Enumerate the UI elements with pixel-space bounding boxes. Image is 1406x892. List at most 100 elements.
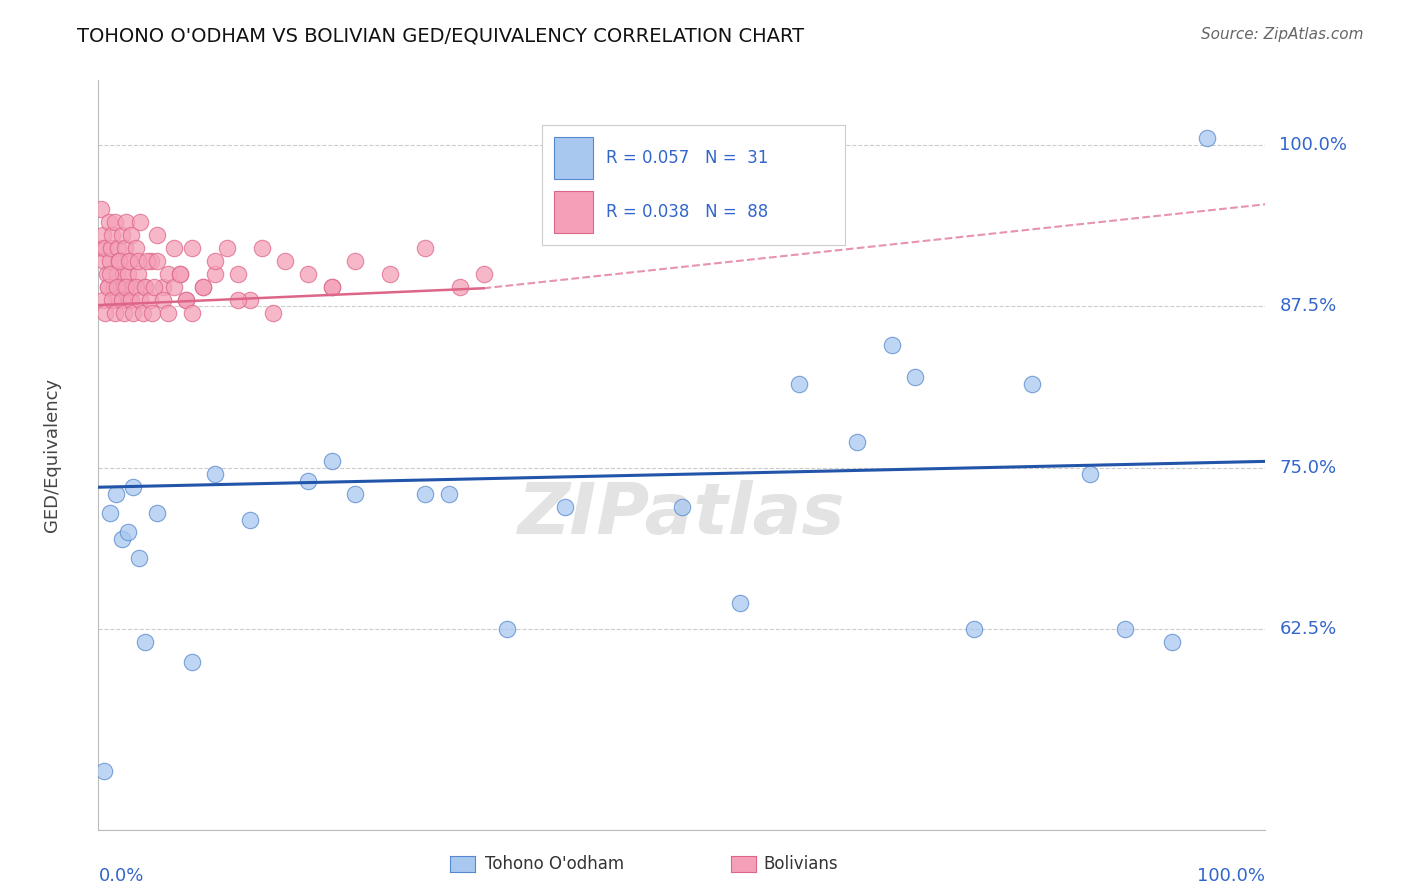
Point bbox=[174, 293, 197, 307]
Point bbox=[97, 280, 120, 294]
Point bbox=[105, 267, 128, 281]
Point bbox=[228, 293, 250, 307]
Point bbox=[105, 280, 128, 294]
Point bbox=[129, 293, 152, 307]
Point bbox=[163, 241, 186, 255]
Text: Source: ZipAtlas.com: Source: ZipAtlas.com bbox=[1201, 27, 1364, 42]
Point bbox=[413, 241, 436, 255]
Point bbox=[1021, 376, 1043, 391]
Text: TOHONO O'ODHAM VS BOLIVIAN GED/EQUIVALENCY CORRELATION CHART: TOHONO O'ODHAM VS BOLIVIAN GED/EQUIVALEN… bbox=[77, 27, 804, 45]
Point bbox=[94, 241, 117, 255]
Point bbox=[114, 241, 136, 255]
Point bbox=[215, 241, 238, 255]
Point bbox=[180, 655, 202, 669]
Point bbox=[129, 215, 152, 229]
Point bbox=[228, 267, 250, 281]
Point bbox=[98, 506, 121, 520]
Point bbox=[97, 215, 120, 229]
Point bbox=[152, 280, 174, 294]
Point bbox=[118, 293, 141, 307]
Point bbox=[136, 254, 159, 268]
Point bbox=[118, 254, 141, 268]
Point bbox=[93, 254, 115, 268]
Point bbox=[139, 254, 162, 268]
Point bbox=[157, 267, 180, 281]
Point bbox=[125, 280, 148, 294]
Point bbox=[274, 254, 297, 268]
Point bbox=[169, 267, 191, 281]
Point bbox=[94, 306, 117, 320]
Point bbox=[97, 280, 120, 294]
Point bbox=[115, 280, 138, 294]
Point bbox=[880, 338, 903, 352]
Text: Bolivians: Bolivians bbox=[763, 855, 838, 873]
Point bbox=[112, 306, 135, 320]
Point bbox=[904, 370, 927, 384]
Point bbox=[117, 525, 139, 540]
Point bbox=[152, 293, 174, 307]
Point bbox=[180, 241, 202, 255]
Point bbox=[127, 267, 149, 281]
Point bbox=[127, 254, 149, 268]
Point bbox=[204, 467, 226, 482]
Point bbox=[250, 241, 273, 255]
Point bbox=[139, 293, 162, 307]
Point bbox=[262, 306, 284, 320]
Point bbox=[193, 280, 215, 294]
Point bbox=[96, 267, 118, 281]
Point bbox=[321, 454, 343, 468]
Point bbox=[239, 293, 262, 307]
Text: GED/Equivalency: GED/Equivalency bbox=[42, 378, 60, 532]
Point bbox=[101, 293, 124, 307]
Point bbox=[90, 241, 112, 255]
Point bbox=[104, 215, 127, 229]
Point bbox=[496, 623, 519, 637]
Point bbox=[122, 480, 145, 494]
Point bbox=[91, 228, 114, 243]
Point bbox=[787, 376, 810, 391]
Point bbox=[122, 306, 145, 320]
Point bbox=[101, 228, 124, 243]
Text: 100.0%: 100.0% bbox=[1279, 136, 1347, 154]
Text: Tohono O'odham: Tohono O'odham bbox=[485, 855, 624, 873]
Point bbox=[104, 306, 127, 320]
Point bbox=[321, 280, 343, 294]
Point bbox=[107, 241, 129, 255]
Point bbox=[103, 280, 125, 294]
Point bbox=[90, 202, 112, 217]
Point bbox=[239, 512, 262, 526]
Text: 0.0%: 0.0% bbox=[98, 867, 143, 885]
Text: 87.5%: 87.5% bbox=[1279, 297, 1337, 316]
Point bbox=[449, 280, 471, 294]
Point bbox=[125, 241, 148, 255]
Point bbox=[118, 254, 141, 268]
Point bbox=[120, 228, 142, 243]
Point bbox=[174, 293, 197, 307]
Point bbox=[321, 280, 343, 294]
Point bbox=[117, 267, 139, 281]
Text: 75.0%: 75.0% bbox=[1279, 458, 1337, 477]
Point bbox=[1161, 635, 1184, 649]
Point bbox=[437, 486, 460, 500]
Point bbox=[297, 267, 319, 281]
Point bbox=[108, 254, 131, 268]
Point bbox=[134, 635, 156, 649]
Point bbox=[122, 280, 145, 294]
Point bbox=[104, 486, 127, 500]
Point bbox=[110, 280, 132, 294]
Point bbox=[93, 764, 115, 779]
Point bbox=[98, 254, 121, 268]
Point bbox=[730, 597, 752, 611]
Point bbox=[134, 280, 156, 294]
Point bbox=[108, 254, 131, 268]
Point bbox=[141, 306, 163, 320]
Point bbox=[163, 280, 186, 294]
Point bbox=[204, 267, 226, 281]
Text: 100.0%: 100.0% bbox=[1198, 867, 1265, 885]
Point bbox=[120, 293, 142, 307]
Point bbox=[111, 267, 134, 281]
Point bbox=[344, 486, 367, 500]
Point bbox=[204, 254, 226, 268]
Point bbox=[1195, 131, 1218, 145]
Point bbox=[169, 267, 191, 281]
